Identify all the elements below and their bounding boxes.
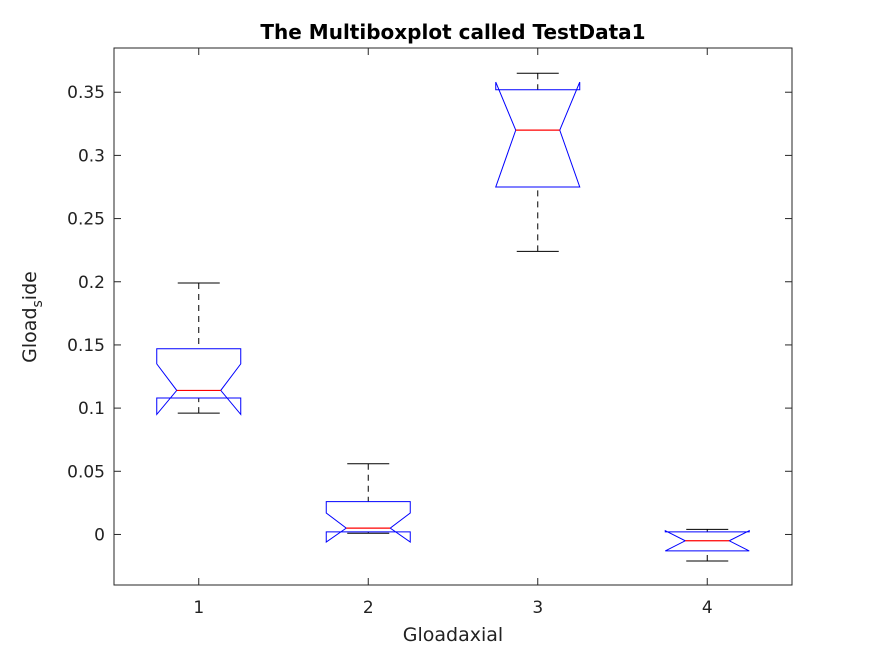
chart-title: The Multiboxplot called TestData1 (260, 20, 645, 44)
plot-marks (156, 72, 750, 562)
y-tick-label: 0.3 (78, 146, 105, 166)
y-tick-label: 0 (94, 525, 105, 545)
box-body (156, 348, 242, 416)
plot-area-frame (113, 47, 793, 586)
y-axis-label-suffix: ide (19, 271, 41, 300)
y-tick-label: 0.25 (67, 210, 105, 230)
y-tick-label: 0.05 (67, 462, 105, 482)
axes: 0 0.05 0.1 0.15 0.2 0.25 0.3 0.35 1 2 3 4 (67, 48, 792, 618)
y-tick-label: 0.1 (78, 399, 105, 419)
x-tick-label: 2 (363, 598, 374, 618)
y-tick-label: 0.15 (67, 336, 105, 356)
y-axis-label-subscript: s (30, 300, 46, 307)
box-2 (325, 463, 411, 543)
y-axis-label-main: Gload (19, 307, 41, 362)
box-body (495, 81, 581, 188)
x-tick-label: 1 (193, 598, 204, 618)
box-3 (495, 72, 581, 252)
box-4 (664, 528, 750, 562)
x-tick-label: 3 (532, 598, 543, 618)
y-tick-label: 0.2 (78, 273, 105, 293)
x-tick-label: 4 (702, 598, 713, 618)
y-axis-label: Gloadside (19, 271, 46, 363)
y-tick-label: 0.35 (67, 83, 105, 103)
box-body (325, 501, 411, 543)
x-axis-label: Gloadaxial (403, 624, 503, 646)
box-1 (156, 282, 242, 416)
box-body (664, 529, 750, 552)
